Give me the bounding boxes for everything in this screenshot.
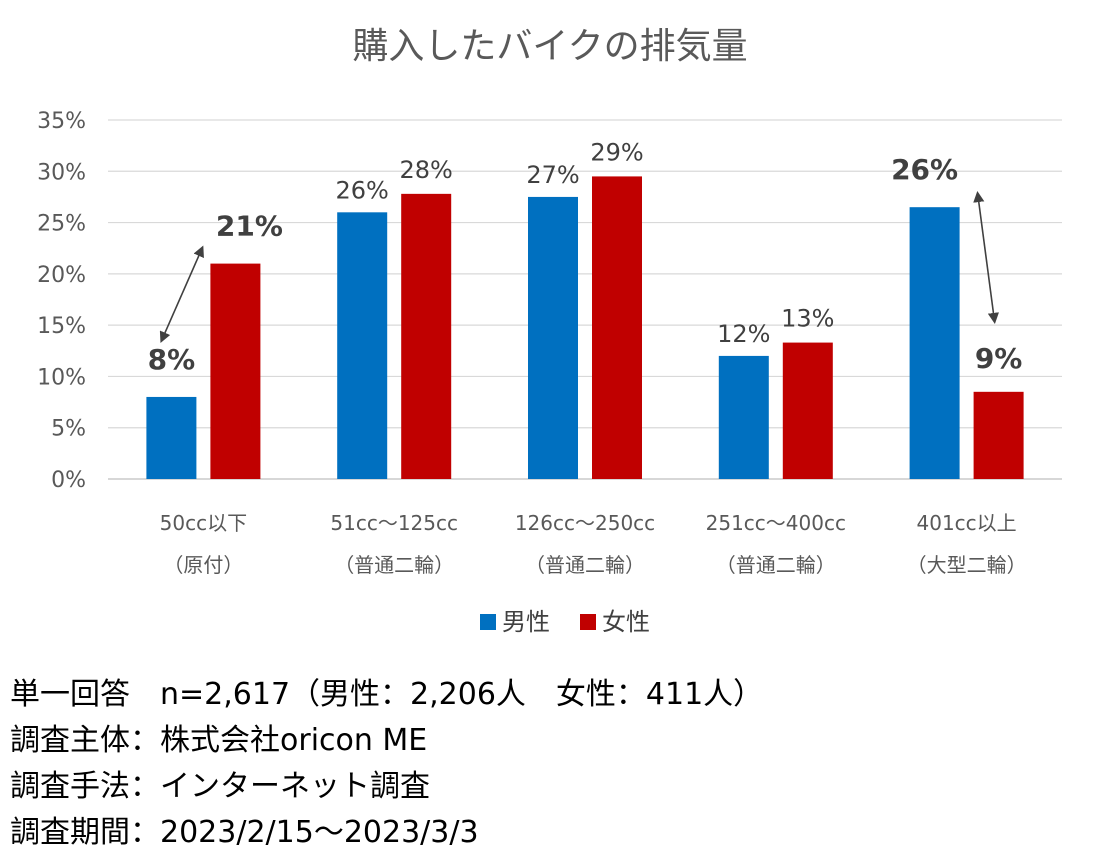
data-label: 27% [526, 161, 579, 189]
category-label: （大型二輪） [907, 553, 1027, 577]
bar [592, 176, 642, 479]
x-axis-categories: 50cc以下 （原付） 51cc～125cc （普通二輪） 126cc～250cc （普通… [160, 511, 1027, 577]
category-label: （普通二輪） [334, 553, 454, 577]
category-label: 51cc～125cc [330, 511, 458, 535]
data-label: 9% [975, 342, 1023, 375]
chart-title: 購入したバイクの排気量 [352, 26, 747, 67]
data-label: 13% [781, 305, 834, 333]
y-tick-label: 5% [51, 417, 86, 442]
comparison-arrow [973, 190, 999, 325]
annotation-arrows [159, 190, 999, 343]
y-axis-ticks: 0% 5% 10% 15% 20% 25% 30% 35% [37, 109, 86, 493]
comparison-arrow [159, 245, 204, 343]
y-tick-label: 20% [37, 263, 86, 288]
survey-notes: 単一回答 n=2,617（男性：2,206人 女性：411人） 調査主体：株式会… [10, 672, 763, 856]
y-tick-label: 0% [51, 468, 86, 493]
legend-label: 男性 [502, 608, 550, 636]
category-label: （普通二輪） [716, 553, 836, 577]
category-label: 251cc～400cc [706, 511, 846, 535]
bar [528, 196, 578, 479]
note-sample: 単一回答 n=2,617（男性：2,206人 女性：411人） [10, 677, 764, 712]
bar [146, 396, 197, 479]
y-tick-label: 35% [37, 109, 86, 134]
y-tick-label: 30% [37, 160, 86, 185]
y-tick-label: 15% [37, 314, 86, 339]
data-label: 29% [590, 138, 643, 166]
data-label: 26% [891, 153, 958, 186]
legend-label: 女性 [602, 608, 650, 636]
category-label: （普通二輪） [525, 553, 645, 577]
bars [146, 176, 1024, 480]
category-label: 126cc～250cc [515, 511, 655, 535]
data-label: 28% [400, 156, 453, 184]
bar [337, 212, 388, 480]
data-label: 12% [717, 320, 770, 348]
gridlines [108, 119, 1062, 480]
bar-chart: 購入したバイクの排気量 0% 5% 10% 15% 20% 25% 30% 35% 8% 26%… [37, 26, 1062, 636]
category-label: 401cc以上 [917, 511, 1017, 535]
bar [973, 391, 1024, 479]
bar [909, 207, 960, 479]
bar [782, 342, 833, 479]
data-label: 21% [216, 210, 283, 243]
legend: 男性 女性 [480, 608, 650, 636]
data-label: 8% [148, 343, 196, 376]
bar [718, 355, 769, 479]
data-labels: 8% 26% 27% 12% 26% 21% 28% 29% 13% 9% [148, 138, 1023, 376]
category-label: 50cc以下 [160, 511, 247, 535]
data-label: 26% [336, 176, 389, 204]
note-period: 調査期間：2023/2/15～2023/3/3 [10, 815, 479, 850]
legend-swatch [480, 614, 496, 630]
y-tick-label: 25% [37, 212, 86, 237]
bar [210, 263, 261, 479]
bar [401, 193, 452, 479]
legend-swatch [580, 614, 596, 630]
note-organizer: 調査主体：株式会社oricon ME [10, 723, 428, 758]
y-tick-label: 10% [37, 365, 86, 390]
note-method: 調査手法：インターネット調査 [10, 769, 430, 804]
category-label: （原付） [163, 553, 243, 577]
